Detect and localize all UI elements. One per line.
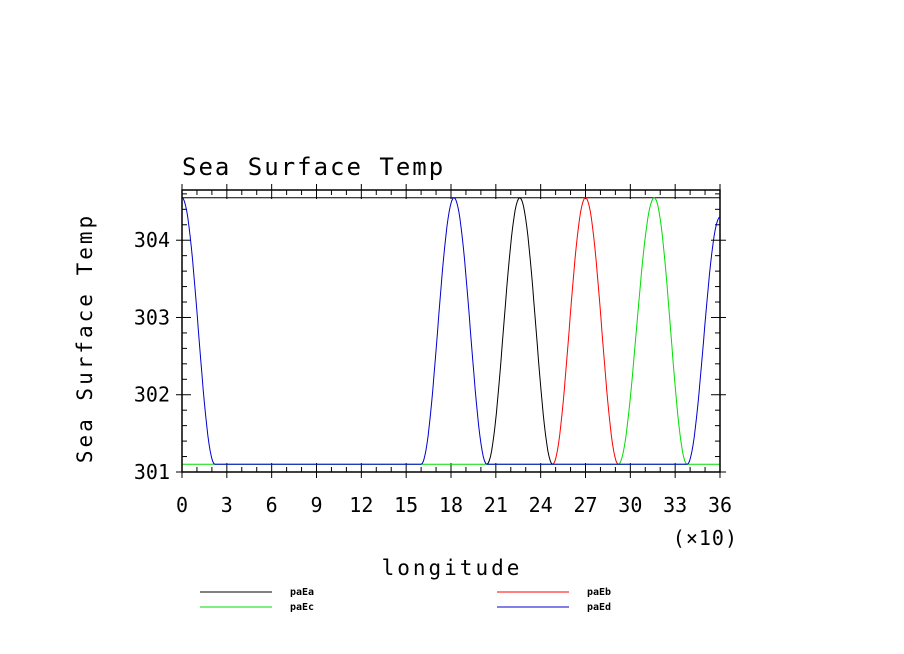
x-axis-label: longitude	[382, 556, 523, 580]
legend-label-paEb: paEb	[587, 587, 611, 598]
series-line-paEd	[181, 197, 721, 465]
x-tick-label: 9	[310, 493, 322, 517]
x-tick-label: 6	[266, 493, 278, 517]
x-tick-label: 27	[573, 493, 597, 517]
x-tick-label: 24	[529, 493, 553, 517]
x-axis-ticks: 0 3 6 9 12 15 18 21 24 27 30 33 36	[176, 184, 732, 517]
x-tick-label: 18	[439, 493, 463, 517]
y-tick-label: 303	[134, 305, 170, 329]
series-lines	[181, 197, 721, 465]
y-tick-label: 304	[134, 228, 170, 252]
y-tick-label: 302	[134, 383, 170, 407]
plot-frame	[181, 189, 721, 473]
legend-label-paEc: paEc	[290, 602, 314, 613]
reference-lines	[182, 197, 720, 465]
series-line-paEa	[486, 197, 553, 465]
x-tick-label: 0	[176, 493, 188, 517]
x-tick-label: 21	[484, 493, 508, 517]
x-tick-label: 15	[394, 493, 418, 517]
chart-title: Sea Surface Temp	[182, 153, 445, 181]
x-axis-multiplier: (×10)	[673, 526, 738, 550]
x-tick-label: 12	[349, 493, 373, 517]
series-line-paEc	[618, 197, 688, 465]
y-tick-label: 301	[134, 460, 170, 484]
y-axis-label: Sea Surface Temp	[73, 213, 97, 463]
legend-label-paEd: paEd	[587, 602, 611, 613]
legend-label-paEa: paEa	[290, 587, 314, 598]
x-tick-label: 3	[221, 493, 233, 517]
x-tick-label: 30	[618, 493, 642, 517]
series-line-paEb	[552, 197, 619, 465]
x-tick-label: 33	[663, 493, 687, 517]
x-tick-label: 36	[708, 493, 732, 517]
y-axis-ticks: 301 302 303 304	[134, 193, 726, 484]
legend: paEa paEb paEc paEd	[200, 587, 611, 613]
